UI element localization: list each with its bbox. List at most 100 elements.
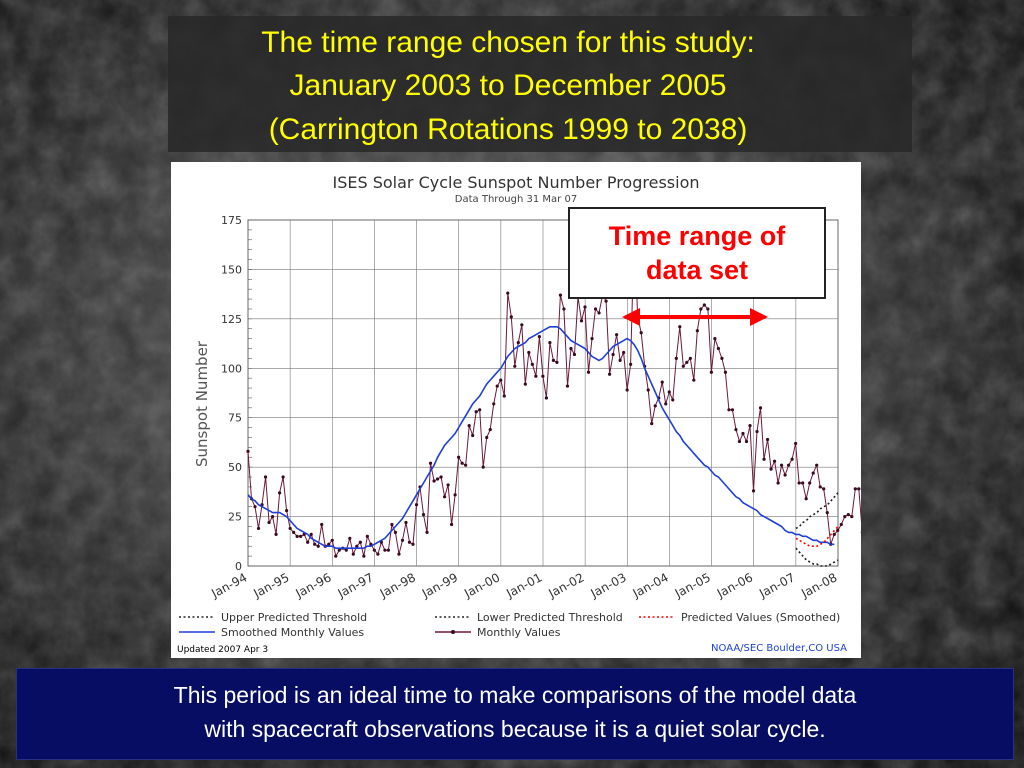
monthly-value-point — [583, 305, 587, 309]
monthly-value-point — [706, 307, 710, 311]
monthly-value-point — [499, 378, 503, 382]
x-tick-label: Jan-06 — [714, 570, 755, 601]
slide-title-line-3: (Carrington Rotations 1999 to 2038) — [268, 113, 748, 146]
monthly-value-point — [397, 552, 401, 556]
monthly-value-point — [351, 552, 355, 556]
monthly-value-point — [618, 358, 622, 362]
monthly-value-point — [432, 479, 436, 483]
monthly-value-point — [797, 481, 801, 485]
monthly-value-point — [590, 337, 594, 341]
legend-label: Smoothed Monthly Values — [221, 626, 364, 639]
monthly-value-point — [853, 487, 857, 491]
sunspot-chart-panel: ISES Solar Cycle Sunspot Number Progress… — [171, 162, 861, 658]
double-headed-arrow-icon — [622, 308, 768, 326]
monthly-value-point — [615, 333, 619, 337]
monthly-value-point — [622, 350, 626, 355]
monthly-value-point — [688, 356, 692, 360]
monthly-value-point — [435, 477, 440, 481]
monthly-value-point — [362, 554, 366, 558]
monthly-value-point — [629, 362, 633, 366]
monthly-value-point — [277, 491, 282, 495]
sunspot-chart: ISES Solar Cycle Sunspot Number Progress… — [177, 173, 861, 655]
monthly-value-point — [330, 538, 334, 542]
monthly-value-point — [337, 548, 341, 552]
monthly-value-point — [839, 522, 843, 527]
x-tick-label: Jan-98 — [377, 570, 418, 601]
monthly-value-point — [386, 548, 391, 552]
monthly-value-point — [488, 427, 492, 432]
monthly-value-point — [383, 548, 387, 552]
monthly-value-point — [527, 350, 531, 355]
monthly-value-point — [607, 372, 612, 376]
monthly-value-point — [843, 514, 847, 519]
monthly-value-point — [425, 530, 429, 534]
monthly-value-point — [779, 463, 784, 467]
x-tick-label: Jan-01 — [503, 570, 544, 601]
monthly-value-point — [316, 544, 320, 548]
monthly-value-point — [699, 307, 703, 311]
y-tick-label: 175 — [221, 214, 242, 227]
monthly-value-point — [850, 514, 854, 519]
monthly-value-point — [558, 293, 563, 297]
monthly-value-point — [720, 356, 724, 360]
explanation-line-1: This period is an ideal time to make com… — [173, 682, 857, 708]
monthly-value-point — [460, 461, 464, 465]
monthly-value-point — [471, 433, 475, 438]
series-line-smoothed-monthly-values — [247, 326, 835, 549]
monthly-value-point — [292, 530, 296, 534]
monthly-value-point — [650, 422, 654, 426]
monthly-value-point — [495, 384, 499, 388]
monthly-value-point — [263, 475, 268, 479]
monthly-value-point — [365, 534, 369, 538]
monthly-value-point — [467, 424, 471, 428]
legend-label: Upper Predicted Threshold — [221, 611, 367, 624]
monthly-value-point — [737, 439, 742, 444]
monthly-value-point — [348, 536, 352, 540]
monthly-value-point — [776, 481, 780, 485]
monthly-value-point — [625, 388, 629, 392]
monthly-value-point — [464, 463, 468, 467]
monthly-value-point — [579, 319, 584, 323]
monthly-value-point — [846, 512, 850, 517]
monthly-value-point — [548, 340, 552, 345]
monthly-value-point — [741, 431, 745, 436]
legend-marker — [451, 630, 455, 634]
monthly-value-point — [671, 398, 675, 402]
monthly-value-point — [457, 455, 461, 459]
x-tick-label: Jan-96 — [293, 570, 334, 601]
legend-label: Lower Predicted Threshold — [477, 611, 623, 624]
monthly-value-point — [727, 408, 731, 412]
monthly-value-point — [534, 374, 538, 378]
monthly-value-point — [751, 489, 756, 493]
monthly-value-point — [327, 542, 331, 546]
monthly-value-point — [541, 374, 545, 378]
monthly-value-point — [783, 473, 787, 477]
monthly-value-point — [572, 352, 577, 357]
monthly-value-point — [509, 315, 513, 319]
monthly-value-point — [555, 360, 559, 364]
monthly-value-point — [299, 534, 303, 538]
monthly-value-point — [804, 497, 808, 501]
slide-title-line-2: January 2003 to December 2005 — [289, 69, 727, 102]
y-tick-labels: 0 25 50 75 100 125 150 175 — [221, 214, 242, 573]
title-background — [168, 16, 912, 152]
x-tick-label: Jan-02 — [545, 570, 586, 601]
monthly-value-point — [772, 459, 777, 463]
monthly-value-point — [453, 493, 457, 497]
monthly-value-point — [765, 437, 770, 442]
monthly-value-point — [270, 514, 275, 519]
monthly-value-point — [506, 291, 510, 295]
monthly-value-point — [446, 483, 450, 487]
monthly-value-point — [376, 552, 380, 556]
chart-footer-source: NOAA/SEC Boulder,CO USA — [711, 643, 847, 654]
monthly-value-point — [593, 307, 598, 311]
monthly-value-point — [253, 505, 257, 509]
y-tick-label: 25 — [228, 511, 242, 524]
monthly-value-point — [667, 390, 671, 394]
monthly-value-point — [713, 337, 717, 341]
chart-series — [246, 228, 861, 567]
x-tick-label: Jan-97 — [335, 570, 376, 601]
y-tick-label: 125 — [221, 313, 242, 326]
x-tick-label: Jan-94 — [208, 570, 249, 601]
monthly-value-point — [709, 370, 713, 374]
